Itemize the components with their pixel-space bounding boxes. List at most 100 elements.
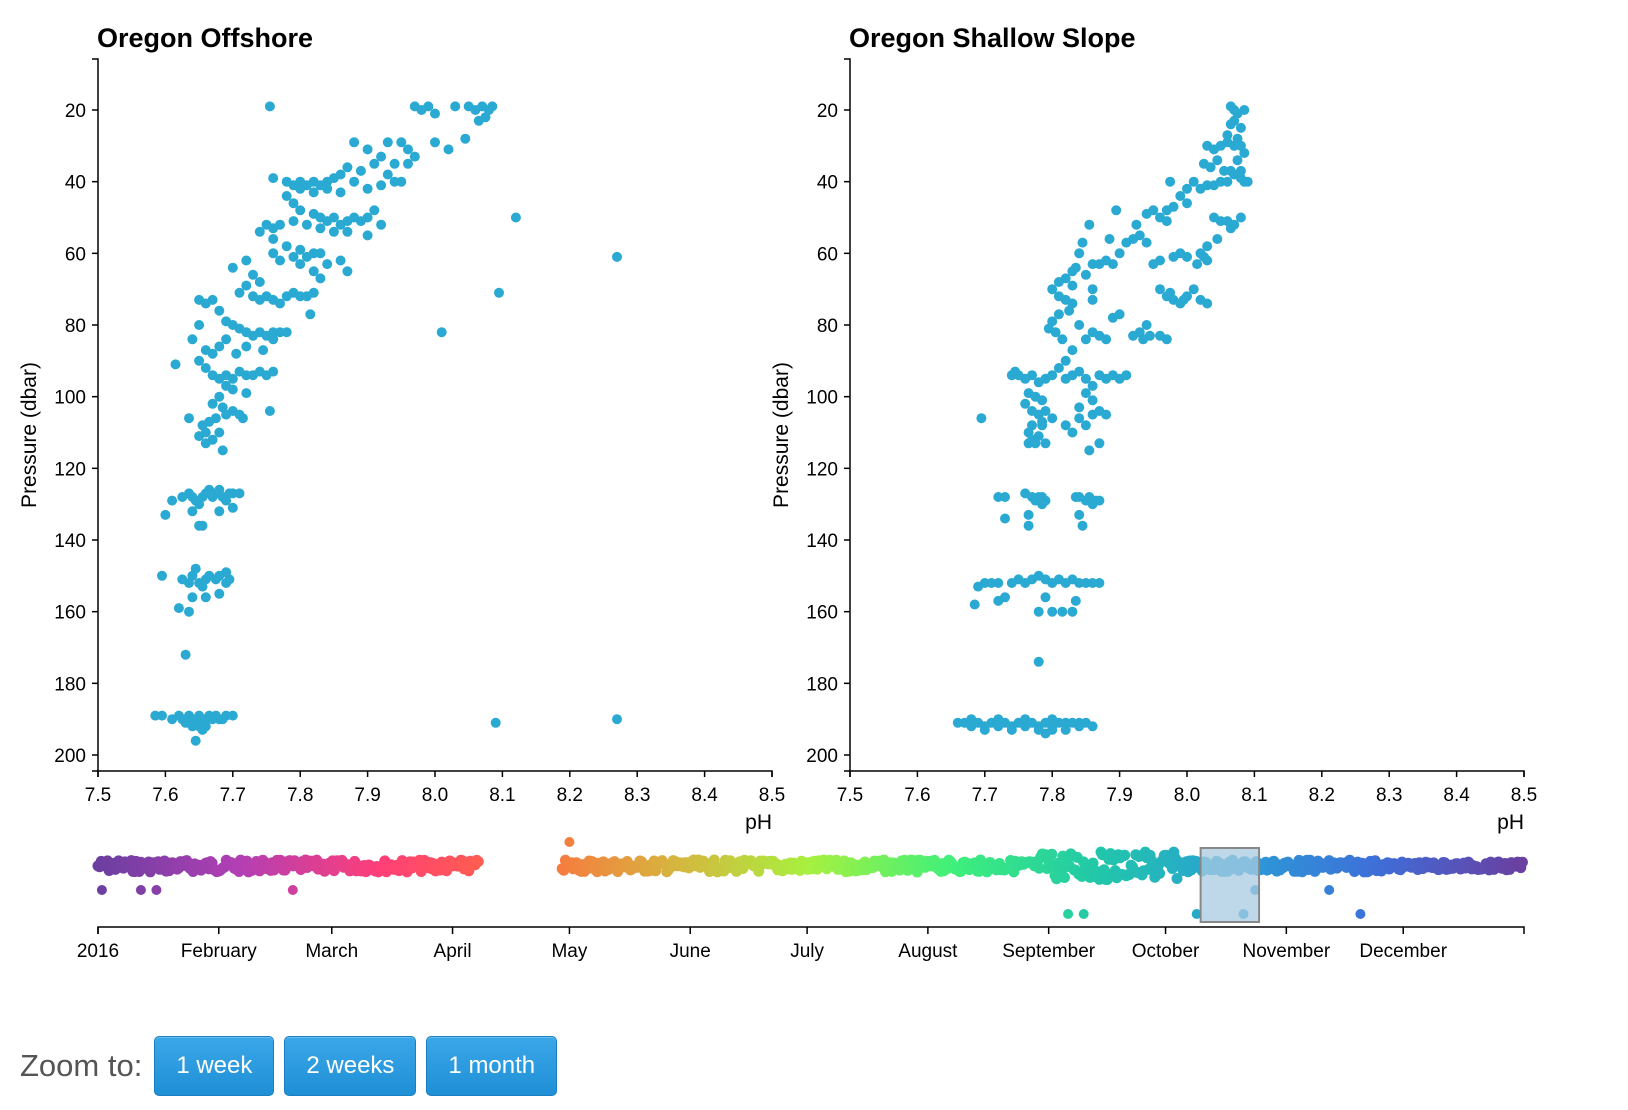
x-tick-label: 7.5	[85, 785, 111, 806]
data-point	[1074, 509, 1085, 520]
data-point	[227, 262, 238, 273]
data-point	[1067, 606, 1078, 617]
timeline-point	[1171, 873, 1183, 884]
y-tick-label: 140	[806, 531, 838, 552]
data-point	[275, 255, 285, 266]
data-point	[1077, 520, 1088, 531]
data-point	[396, 176, 407, 187]
timeline-point	[1516, 856, 1528, 868]
data-point	[389, 158, 400, 169]
data-point	[349, 137, 360, 148]
data-point	[328, 212, 339, 223]
data-point	[184, 606, 194, 617]
data-point	[612, 714, 622, 725]
data-point	[1087, 284, 1098, 295]
data-point	[322, 183, 333, 194]
y-tick-label: 80	[817, 316, 838, 337]
data-point	[1239, 148, 1250, 158]
data-point	[221, 334, 232, 345]
data-point	[261, 219, 272, 230]
data-point	[275, 298, 285, 309]
data-point	[1114, 248, 1125, 259]
data-point	[234, 488, 245, 499]
y-tick-label: 140	[54, 531, 86, 552]
data-point	[1040, 592, 1051, 603]
x-tick-label: 7.7	[220, 785, 246, 806]
data-point	[170, 359, 181, 370]
data-point	[308, 287, 319, 298]
data-point	[281, 191, 292, 201]
data-point	[241, 388, 252, 399]
data-point	[194, 431, 205, 442]
data-point	[376, 151, 387, 162]
data-point	[1040, 728, 1051, 739]
zoom-2-weeks-button[interactable]: 2 weeks	[284, 1036, 417, 1096]
timeline-brush-chart[interactable]: 2016 February March April May June July August S…	[77, 837, 1528, 962]
data-point	[221, 380, 232, 391]
data-point	[214, 506, 225, 517]
data-point	[194, 355, 205, 366]
y-tick-label: 80	[65, 316, 86, 337]
data-point	[396, 137, 407, 148]
timeline-point	[472, 856, 484, 867]
data-point	[214, 341, 225, 352]
timeline-tick-label: September	[1002, 941, 1096, 962]
timeline-outlier-point	[151, 885, 162, 895]
data-point	[214, 305, 225, 316]
data-point	[382, 169, 393, 180]
data-point	[1121, 237, 1132, 248]
zoom-label: Zoom to:	[20, 1048, 143, 1083]
timeline-outlier-point	[135, 885, 146, 895]
data-point	[1212, 234, 1223, 244]
x-tick-label: 7.8	[1039, 785, 1065, 806]
data-point	[335, 255, 346, 266]
data-point	[180, 714, 191, 725]
data-point	[1235, 212, 1246, 223]
timeline-outlier-point	[564, 837, 575, 847]
data-point	[1182, 183, 1192, 194]
timeline-outlier-point	[287, 885, 298, 895]
data-point	[1027, 406, 1037, 416]
data-point	[1053, 277, 1064, 287]
y-axis-label: Pressure (dbar)	[18, 362, 41, 508]
timeline-point	[1154, 867, 1166, 879]
data-point	[221, 409, 232, 420]
data-point	[288, 216, 299, 227]
data-point	[1087, 721, 1098, 732]
data-point	[1084, 445, 1095, 456]
data-point	[993, 714, 1004, 725]
data-point	[295, 183, 306, 194]
data-point	[1060, 355, 1071, 366]
data-point	[1074, 320, 1085, 330]
timeline-point	[1033, 862, 1045, 874]
data-point	[1020, 714, 1031, 725]
data-point	[160, 509, 171, 520]
timeline-tick-label: November	[1243, 941, 1331, 962]
zoom-1-month-button[interactable]: 1 month	[426, 1036, 558, 1096]
timeline-point	[328, 865, 340, 877]
data-point	[473, 115, 484, 126]
data-point	[315, 273, 326, 284]
data-point	[194, 320, 205, 330]
timeline-tick-label: July	[790, 941, 824, 962]
timeline-point	[1046, 848, 1058, 860]
timeline-tick-label: May	[551, 941, 587, 962]
data-point	[1047, 413, 1058, 424]
data-point	[1087, 259, 1098, 270]
data-point	[979, 724, 990, 735]
data-point	[1023, 520, 1034, 531]
y-tick-label: 60	[817, 244, 838, 265]
data-point	[1104, 234, 1115, 244]
data-point	[1161, 334, 1172, 345]
zoom-1-week-button[interactable]: 1 week	[154, 1036, 275, 1096]
data-point	[1057, 606, 1068, 617]
data-point	[207, 398, 218, 409]
data-point	[1070, 595, 1081, 606]
data-point	[1020, 398, 1031, 409]
data-point	[197, 520, 208, 531]
data-point	[190, 735, 201, 746]
data-point	[403, 158, 413, 169]
data-point	[234, 287, 245, 298]
data-point	[349, 176, 360, 187]
